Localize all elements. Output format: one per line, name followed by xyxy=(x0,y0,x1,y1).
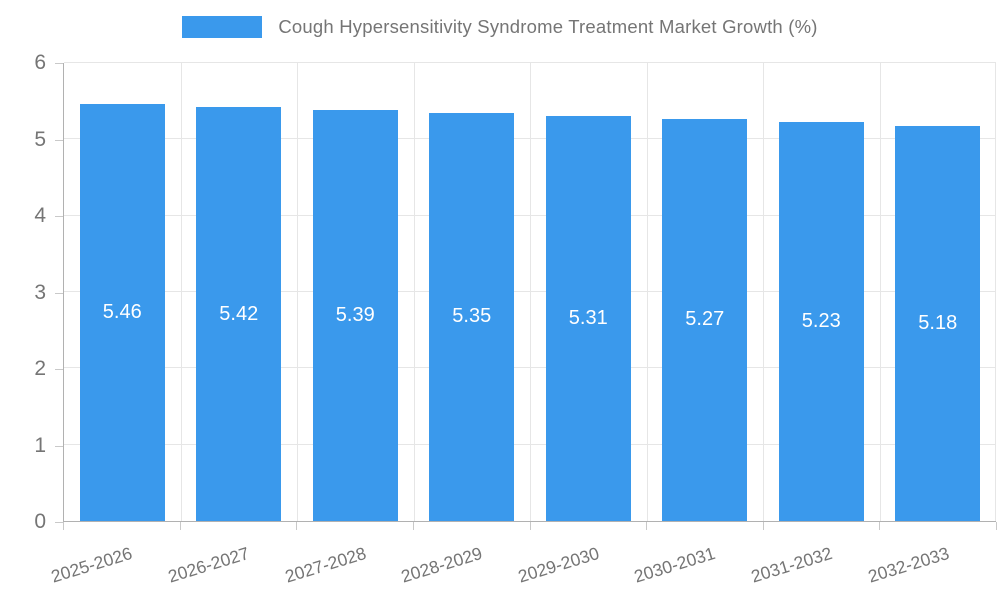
x-axis-tick xyxy=(180,522,181,530)
y-tick-label: 6 xyxy=(34,51,46,74)
gridline-vertical xyxy=(879,63,881,521)
chart-title: Cough Hypersensitivity Syndrome Treatmen… xyxy=(278,16,818,37)
bar[interactable]: 5.23 xyxy=(778,121,864,521)
x-axis-tick xyxy=(646,522,647,530)
bar-value-label: 5.46 xyxy=(102,301,142,324)
x-tick-label: 2026-2027 xyxy=(165,543,252,587)
x-tick-label: 2027-2028 xyxy=(282,543,369,587)
y-axis-tick xyxy=(55,369,63,370)
plot-area: 5.46 5.42 5.39 5.35 5.31 5.27 5.23 5.18 xyxy=(63,62,996,522)
bar-value-label: 5.27 xyxy=(685,308,725,331)
x-axis-tick xyxy=(530,522,531,530)
bar[interactable]: 5.46 xyxy=(79,104,165,521)
gridline-vertical xyxy=(763,63,764,521)
bar-value-label: 5.35 xyxy=(452,305,492,328)
x-tick-label: 2032-2033 xyxy=(865,543,952,587)
gridline-horizontal xyxy=(64,62,996,63)
bar-value-label: 5.23 xyxy=(801,309,841,332)
x-tick-label: 2030-2031 xyxy=(631,543,718,587)
x-tick-label: 2028-2029 xyxy=(398,543,485,587)
y-axis-tick xyxy=(55,216,63,217)
x-axis-tick xyxy=(413,522,414,530)
bar[interactable]: 5.39 xyxy=(312,109,398,521)
y-tick-label: 2 xyxy=(34,357,46,380)
gridline-vertical xyxy=(646,63,648,521)
y-tick-label: 3 xyxy=(34,281,46,304)
bar-value-label: 5.39 xyxy=(335,303,375,326)
chart-legend[interactable]: Cough Hypersensitivity Syndrome Treatmen… xyxy=(0,16,1000,38)
y-axis-tick xyxy=(55,522,63,523)
x-tick-label: 2029-2030 xyxy=(515,543,602,587)
y-tick-label: 1 xyxy=(34,434,46,457)
y-axis-tick xyxy=(55,446,63,447)
bar[interactable]: 5.31 xyxy=(545,115,631,521)
x-axis-tick xyxy=(763,522,764,530)
bar-value-label: 5.31 xyxy=(568,306,608,329)
bar-value-label: 5.42 xyxy=(219,302,259,325)
bar-value-label: 5.18 xyxy=(918,311,958,334)
x-tick-label: 2031-2032 xyxy=(748,543,835,587)
x-tick-label: 2025-2026 xyxy=(48,543,135,587)
bar[interactable]: 5.35 xyxy=(429,112,515,521)
y-axis-tick xyxy=(55,63,63,64)
gridline-vertical xyxy=(413,63,415,521)
gridline-vertical xyxy=(530,63,531,521)
bar[interactable]: 5.27 xyxy=(662,118,748,521)
x-axis-tick xyxy=(296,522,297,530)
gridline-vertical xyxy=(995,63,996,521)
y-axis-tick xyxy=(55,140,63,141)
y-tick-label: 4 xyxy=(34,204,46,227)
gridline-vertical xyxy=(297,63,298,521)
x-axis-tick xyxy=(996,522,997,530)
y-axis-tick xyxy=(55,293,63,294)
legend-swatch-icon xyxy=(182,16,263,38)
bar[interactable]: 5.18 xyxy=(895,125,981,521)
x-axis-tick xyxy=(879,522,880,530)
y-tick-label: 5 xyxy=(34,128,46,151)
y-tick-label: 0 xyxy=(34,510,46,533)
bar[interactable]: 5.42 xyxy=(196,107,282,521)
x-axis-tick xyxy=(63,522,64,530)
gridline-vertical xyxy=(180,63,182,521)
